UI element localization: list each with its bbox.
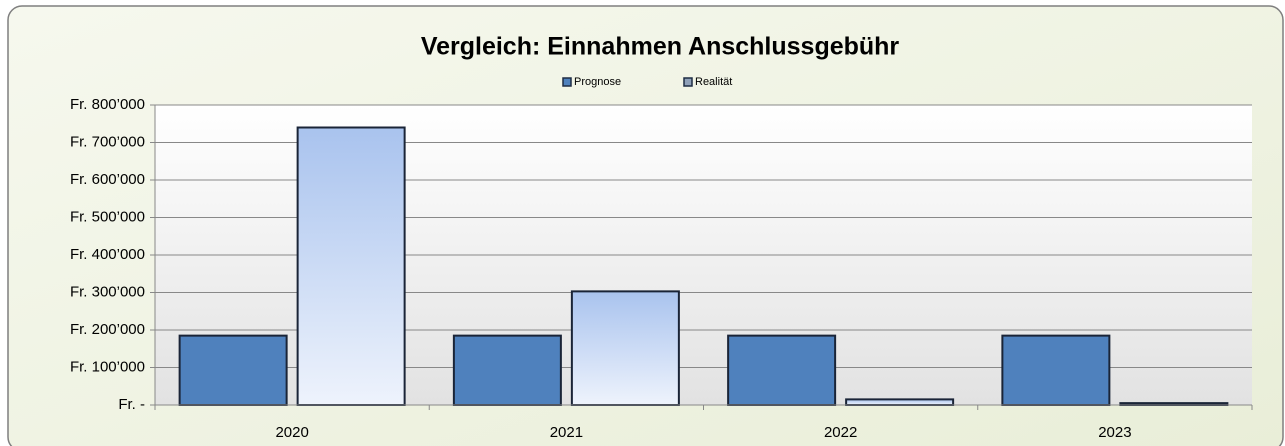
y-tick-label: Fr. 700’000 bbox=[70, 133, 145, 150]
y-tick-label: Fr. 400’000 bbox=[70, 246, 145, 263]
bar bbox=[452, 334, 562, 406]
legend-swatch bbox=[562, 77, 572, 87]
bar bbox=[178, 334, 288, 406]
y-tick-label: Fr. 500’000 bbox=[70, 208, 145, 225]
bar bbox=[727, 334, 837, 406]
x-tick-label: 2022 bbox=[824, 424, 857, 441]
y-tick-label: Fr. 200’000 bbox=[70, 321, 145, 338]
bar bbox=[845, 398, 955, 406]
bar bbox=[570, 290, 680, 406]
y-tick-label: Fr. 300’000 bbox=[70, 283, 145, 300]
legend-swatch bbox=[683, 77, 693, 87]
chart-title: Vergleich: Einnahmen Anschlussgebühr bbox=[421, 33, 900, 61]
y-tick-label: Fr. 800’000 bbox=[70, 96, 145, 113]
bar bbox=[296, 126, 406, 406]
x-tick-label: 2023 bbox=[1098, 424, 1131, 441]
x-tick-label: 2021 bbox=[550, 424, 583, 441]
legend-label: Realität bbox=[695, 76, 732, 88]
y-tick-label: Fr. 100’000 bbox=[70, 358, 145, 375]
legend-label: Prognose bbox=[574, 76, 621, 88]
x-tick-label: 2020 bbox=[275, 424, 308, 441]
y-tick-label: Fr. 600’000 bbox=[70, 171, 145, 188]
y-tick-label: Fr. - bbox=[118, 396, 145, 413]
bar bbox=[1001, 334, 1111, 406]
